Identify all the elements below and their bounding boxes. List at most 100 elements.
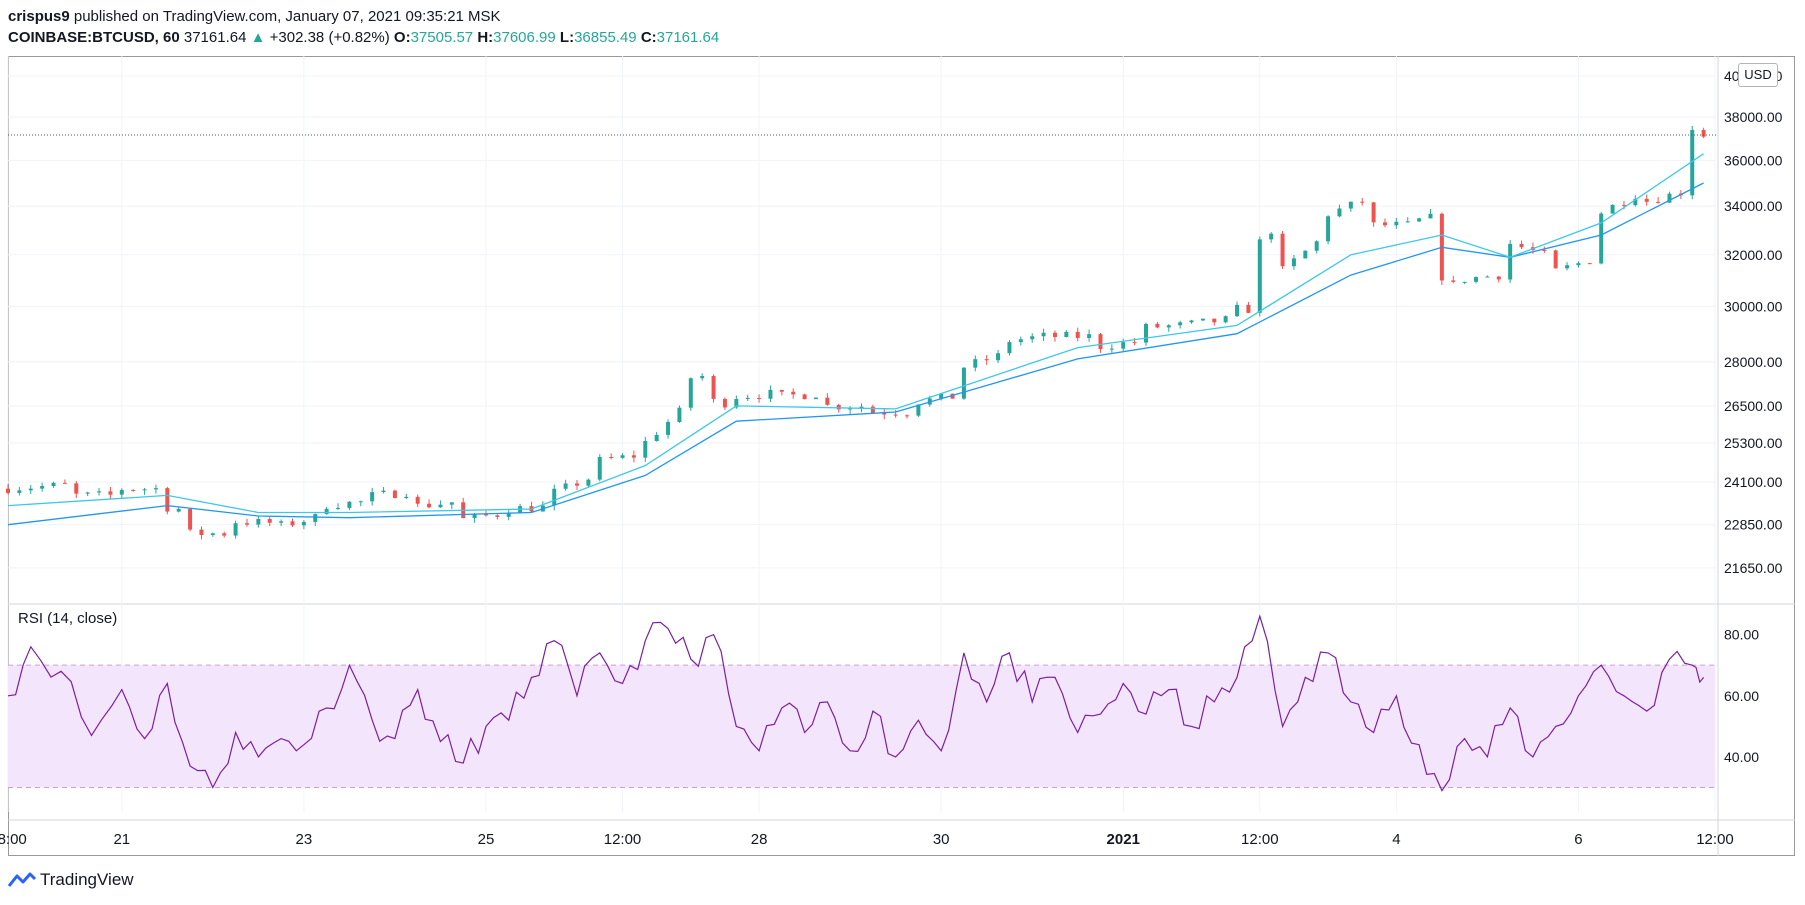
candle-body	[1462, 281, 1467, 283]
candle-body	[62, 482, 67, 484]
candle-body	[1018, 339, 1023, 343]
candle-body	[28, 488, 33, 491]
candle-body	[1701, 129, 1706, 137]
candle-body	[1166, 325, 1171, 328]
last-price: 37161.64	[183, 29, 247, 46]
time-tick-label: 12:00	[1696, 831, 1734, 848]
time-tick-label: 23	[296, 831, 313, 848]
candle-body	[996, 353, 1001, 361]
candle-body	[370, 492, 375, 502]
candle-body	[859, 406, 864, 409]
candle-body	[1667, 193, 1672, 203]
candle-body	[210, 533, 215, 535]
candle-body	[961, 367, 966, 399]
price-tick-label: 30000.00	[1724, 298, 1783, 314]
candle-body	[165, 488, 170, 512]
candle-body	[97, 491, 102, 493]
candle-body	[40, 486, 45, 489]
candle-body	[575, 483, 579, 486]
candle-body	[290, 521, 295, 526]
candle-body	[1280, 233, 1285, 267]
candle-body	[1621, 204, 1626, 206]
currency-button[interactable]: USD	[1738, 63, 1778, 87]
close-label: C:	[640, 29, 657, 46]
candle-body	[779, 389, 784, 392]
author-name[interactable]: crispus9	[8, 8, 70, 25]
price-tick-label: 36000.00	[1724, 152, 1783, 168]
time-tick-label: 12:00	[604, 831, 642, 848]
price-tick-label: 28000.00	[1724, 354, 1783, 370]
candle-body	[1189, 320, 1194, 323]
candle-body	[1212, 318, 1217, 323]
candle-body	[1690, 129, 1695, 196]
candle-body	[244, 523, 249, 525]
rsi-label: RSI (14, close)	[18, 610, 118, 627]
candle-body	[1394, 221, 1399, 226]
candle-body	[802, 394, 807, 400]
candle-body	[609, 456, 614, 458]
candle-body	[1565, 265, 1570, 269]
high-label: H:	[477, 29, 494, 46]
candle-body	[495, 515, 500, 517]
candle-body	[620, 455, 625, 458]
candle-body	[381, 490, 386, 493]
candle-body	[825, 397, 830, 405]
candle-body	[313, 514, 318, 522]
candle-body	[1041, 332, 1046, 337]
candle-body	[552, 488, 557, 506]
candle-body	[176, 508, 181, 512]
candle-body	[1246, 304, 1251, 313]
candle-body	[6, 488, 10, 493]
candle-body	[1428, 213, 1433, 219]
candle-body	[324, 508, 329, 515]
candle-body	[973, 359, 978, 368]
candle-body	[711, 376, 716, 399]
candle-body	[1474, 277, 1479, 282]
footer-brand[interactable]: TradingView	[8, 868, 134, 892]
candle-body	[301, 521, 306, 526]
candle-body	[1121, 342, 1126, 349]
candle-body	[131, 489, 136, 491]
candle-body	[188, 508, 193, 530]
candle-body	[358, 501, 363, 503]
price-tick-label: 34000.00	[1724, 198, 1783, 214]
candle-body	[1132, 342, 1137, 344]
candle-body	[734, 399, 739, 408]
candle-body	[51, 482, 56, 487]
candle-body	[1417, 218, 1422, 222]
rsi-tick-label: 40.00	[1724, 749, 1759, 765]
ma-fast-line	[7, 153, 1704, 514]
candle-body	[631, 455, 636, 458]
candle-body	[939, 393, 944, 399]
up-arrow-icon: ▲	[250, 29, 266, 46]
candle-body	[267, 518, 272, 523]
candle-body	[1542, 249, 1547, 251]
candle-body	[722, 398, 727, 408]
candle-body	[415, 496, 420, 504]
candle-body	[427, 503, 432, 508]
open-value: 37505.57	[410, 29, 474, 46]
ma-slow-line	[7, 182, 1704, 526]
candle-body	[1553, 250, 1558, 269]
candle-body	[950, 393, 955, 399]
candle-body	[870, 406, 875, 413]
price-tick-label: 26500.00	[1724, 398, 1783, 414]
candle-body	[1519, 243, 1524, 248]
price-tick-label: 24100.00	[1724, 474, 1783, 490]
candle-body	[666, 421, 671, 435]
candle-body	[1064, 331, 1069, 338]
candle-body	[654, 434, 659, 441]
candle-body	[199, 529, 204, 535]
candle-body	[768, 389, 773, 399]
price-tick-label: 32000.00	[1724, 247, 1783, 263]
time-tick-label: 18:00	[0, 831, 27, 848]
rsi-band	[8, 665, 1715, 788]
published-text: published on TradingView.com, January 07…	[73, 8, 501, 25]
tradingview-logo-icon	[8, 872, 36, 887]
candle-body	[1223, 316, 1228, 323]
candle-body	[1633, 198, 1638, 206]
candle-body	[108, 491, 113, 495]
candle-body	[836, 404, 841, 410]
candle-body	[222, 533, 227, 536]
